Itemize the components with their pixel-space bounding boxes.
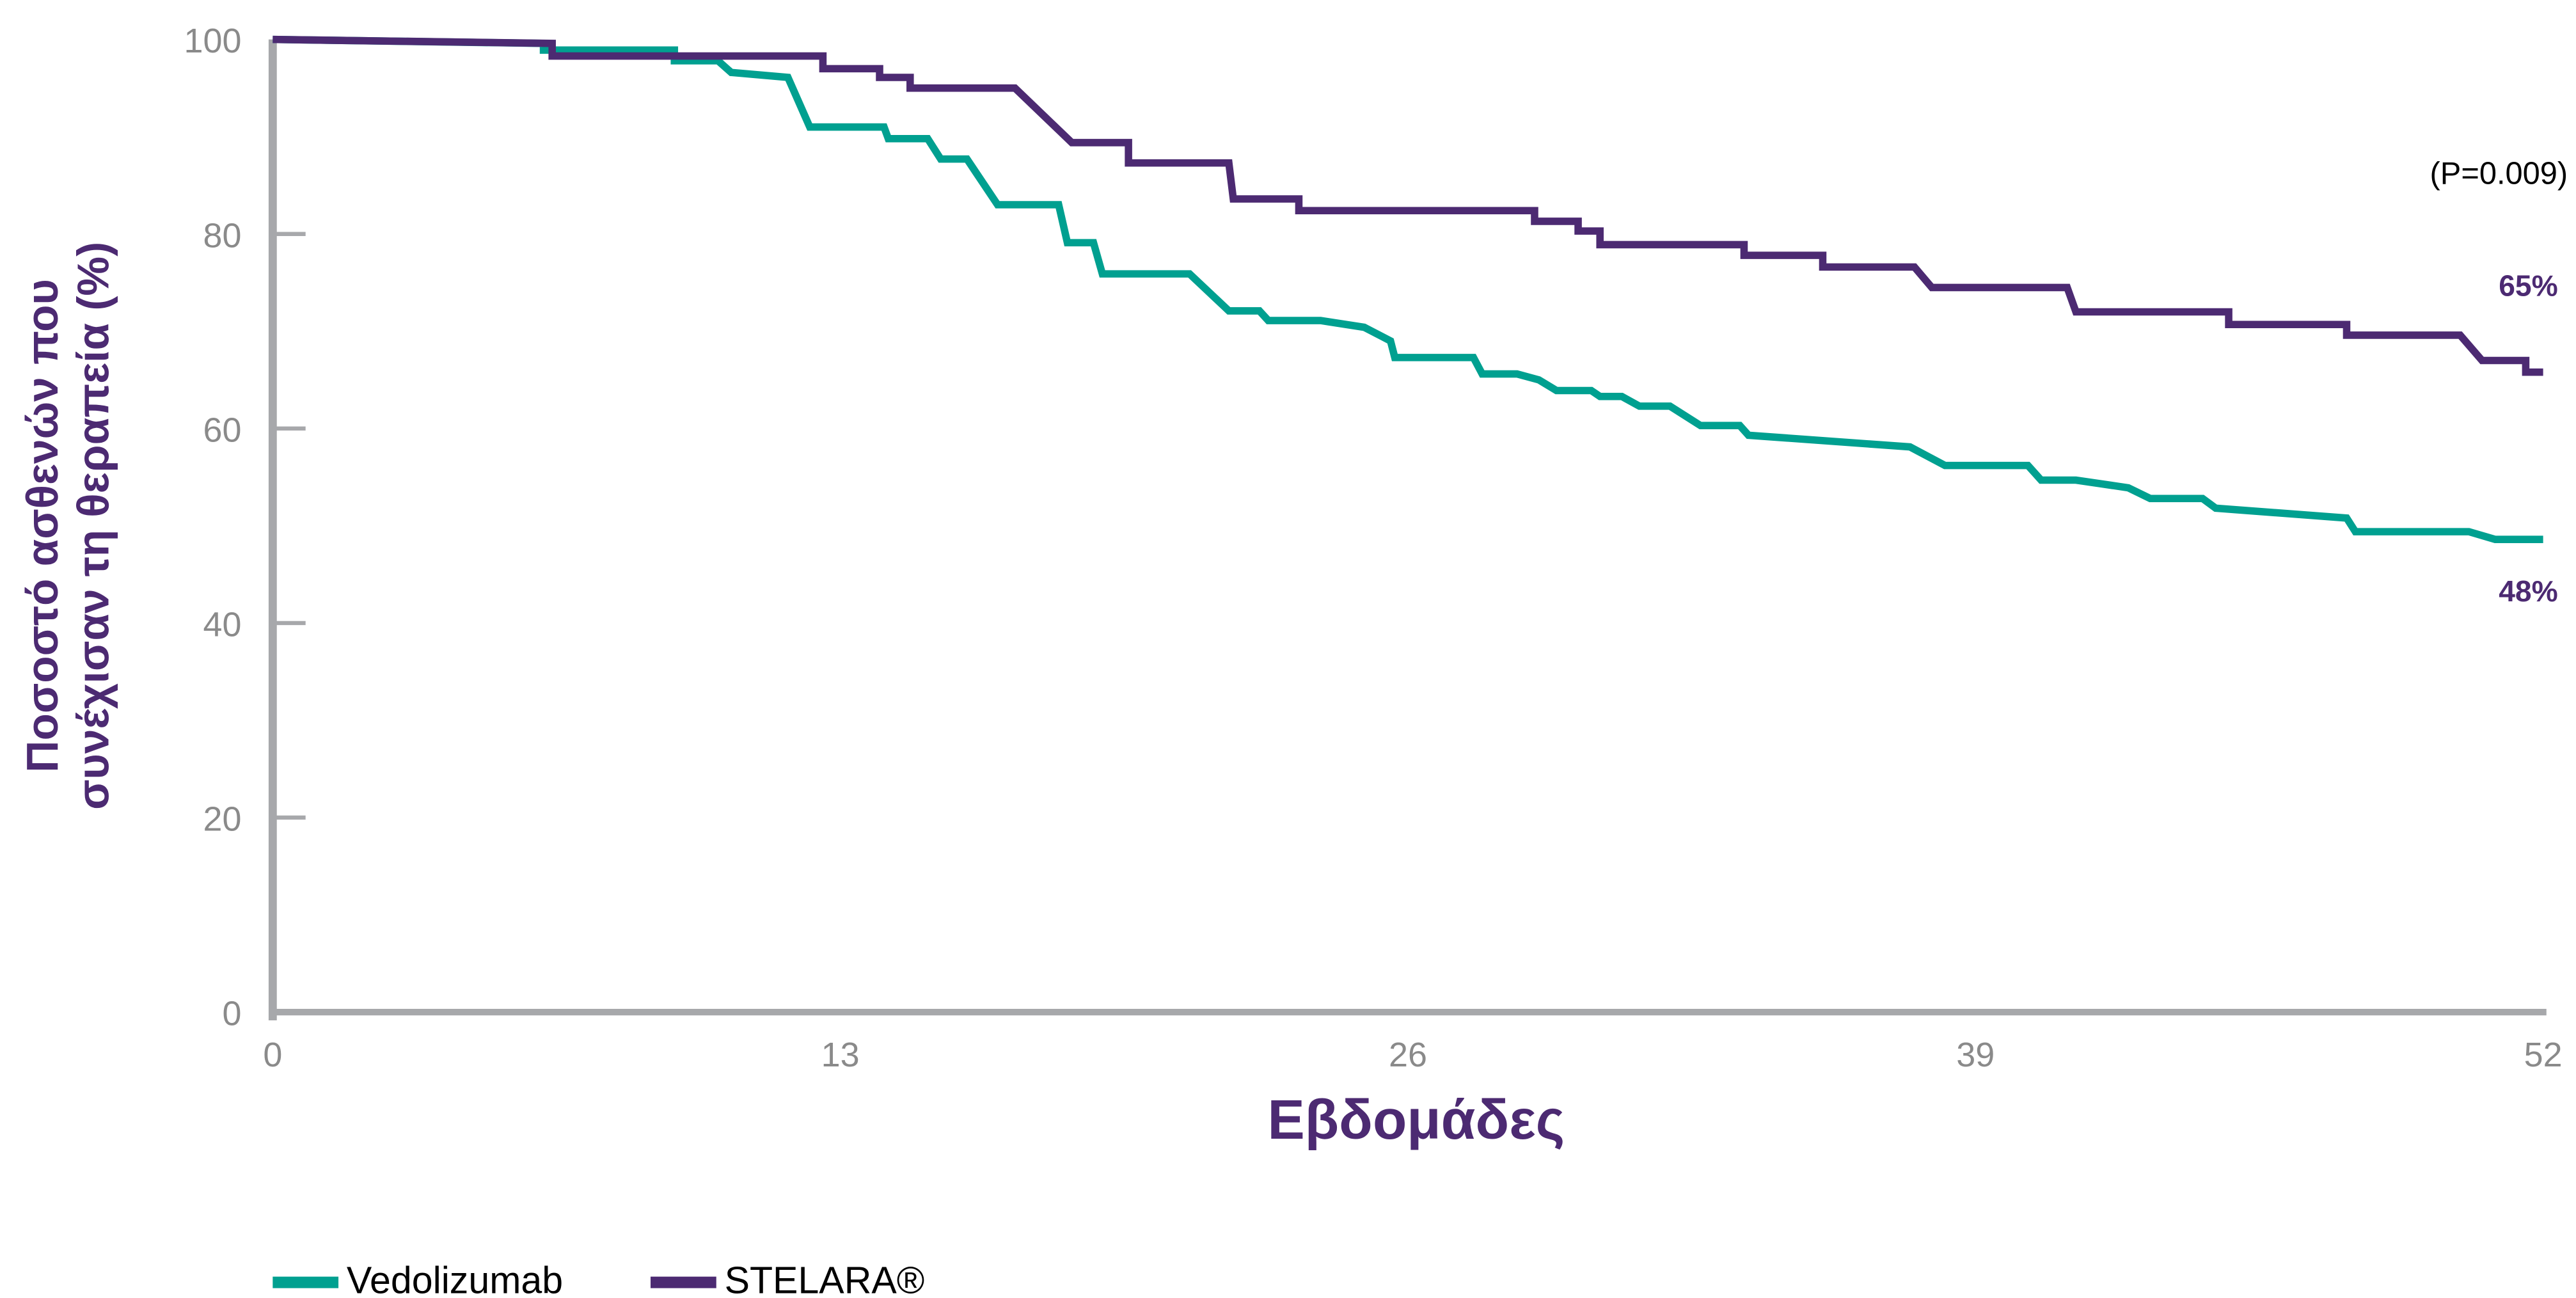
vedolizumab-curve xyxy=(273,35,2543,543)
legend-item-vedolizumab: Vedolizumab xyxy=(273,1259,563,1298)
y-tick-label: 100 xyxy=(184,22,242,60)
stelara-end-label: 65% xyxy=(2499,269,2558,302)
axes xyxy=(268,39,2547,1020)
legend-label-vedolizumab: Vedolizumab xyxy=(347,1259,563,1298)
x-tick-label: 39 xyxy=(1956,1036,1995,1074)
x-tick-label: 52 xyxy=(2524,1036,2563,1074)
y-tick-label: 20 xyxy=(203,800,242,839)
x-tick-label: 0 xyxy=(263,1036,282,1074)
series-lines xyxy=(273,35,2543,543)
y-tick-label: 80 xyxy=(203,216,242,255)
x-axis-ticks: 0 13 26 39 52 xyxy=(263,1036,2562,1074)
x-axis-title: Εβδομάδες xyxy=(1267,1088,1565,1151)
vedolizumab-end-label: 48% xyxy=(2499,574,2558,608)
y-axis-title-line2: συνέχισαν τη θεραπεία (%) xyxy=(68,242,118,810)
y-tick-label: 40 xyxy=(203,605,242,644)
x-tick-label: 13 xyxy=(821,1036,860,1074)
y-tick-label: 60 xyxy=(203,411,242,449)
y-tick-label: 0 xyxy=(223,995,242,1033)
y-axis-title-line1: Ποσοστό ασθενών που xyxy=(17,279,67,772)
stelara-curve xyxy=(273,35,2543,376)
p-value-annotation: (P=0.009) xyxy=(2430,157,2568,191)
legend: Vedolizumab STELARA® xyxy=(273,1259,924,1298)
y-axis-ticks: 0 20 40 60 80 100 xyxy=(184,22,306,1033)
legend-item-stelara: STELARA® xyxy=(651,1259,924,1298)
x-tick-label: 26 xyxy=(1389,1036,1427,1074)
y-axis-title: Ποσοστό ασθενών που συνέχισαν τη θεραπεί… xyxy=(17,242,118,810)
legend-swatch-purple xyxy=(651,1276,716,1288)
legend-swatch-teal xyxy=(273,1276,339,1288)
legend-label-stelara: STELARA® xyxy=(725,1259,925,1298)
